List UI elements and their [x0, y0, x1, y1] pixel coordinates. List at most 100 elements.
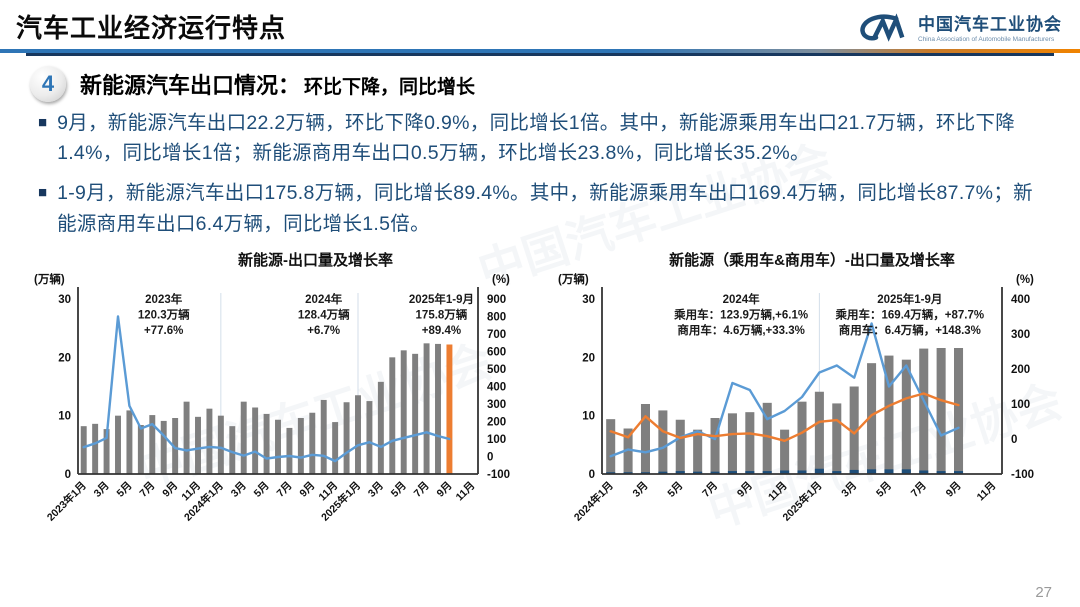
svg-text:300: 300	[487, 399, 506, 411]
bar	[137, 424, 144, 474]
bar	[80, 426, 87, 474]
svg-text:9月: 9月	[297, 480, 317, 500]
bar	[286, 427, 293, 474]
bar	[675, 470, 685, 474]
svg-text:7月: 7月	[412, 480, 432, 500]
svg-text:11月: 11月	[975, 480, 999, 504]
svg-text:800: 800	[487, 311, 506, 323]
org-name-cn: 中国汽车工业协会	[918, 15, 1062, 34]
bar	[658, 471, 668, 474]
svg-text:7月: 7月	[275, 480, 295, 500]
bullet-item-september: ■ 9月，新能源汽车出口22.2万辆，环比下降0.9%，同比增长1倍。其中，新能…	[38, 108, 1046, 168]
bar	[172, 417, 179, 474]
annotation-line: 2024年	[723, 292, 761, 306]
bar	[727, 470, 737, 474]
chart-title: 新能源-出口量及增长率	[238, 251, 393, 269]
bar	[867, 363, 877, 474]
bar	[884, 355, 894, 474]
bar	[640, 403, 650, 474]
svg-text:(%): (%)	[492, 274, 510, 286]
bullet-square-icon: ■	[38, 184, 48, 202]
svg-text:0: 0	[65, 469, 71, 481]
bar	[745, 470, 755, 474]
bar	[332, 421, 339, 474]
chart-nev-export-by-type: 新能源（乘用车&商用车）-出口量及增长率 0 10 20 30 400 300 200 100…	[550, 249, 1074, 549]
bar	[355, 395, 361, 474]
growth-line-0	[82, 315, 451, 463]
bar	[693, 429, 703, 474]
bar	[149, 414, 156, 474]
bar	[389, 357, 396, 474]
svg-text:3月: 3月	[631, 480, 651, 500]
svg-text:11月: 11月	[766, 480, 790, 504]
svg-text:3月: 3月	[366, 480, 386, 500]
bullet-square-icon: ■	[38, 114, 48, 131]
svg-text:20: 20	[58, 352, 71, 364]
svg-text:5月: 5月	[115, 480, 135, 500]
bar	[195, 416, 201, 474]
bar	[435, 343, 441, 474]
section-heading-main: 新能源汽车出口情况：	[80, 73, 301, 98]
svg-text:100: 100	[1011, 399, 1030, 411]
cm-logo-icon	[860, 12, 905, 42]
bar	[693, 471, 703, 474]
svg-text:7月: 7月	[700, 480, 720, 500]
annotation-line: 2025年1-9月	[877, 292, 942, 306]
bar	[92, 423, 99, 474]
annotation-line: 2023年	[145, 292, 183, 306]
bar	[423, 343, 430, 474]
bar	[446, 344, 453, 474]
content-panel: 4 新能源汽车出口情况： 环比下降，同比增长 ■ 9月，新能源汽车出口22.2万辆…	[26, 53, 1054, 549]
svg-text:9月: 9月	[160, 480, 180, 500]
header-divider	[0, 49, 1080, 53]
svg-text:200: 200	[487, 416, 506, 428]
bar	[240, 401, 247, 474]
bar	[832, 403, 842, 474]
page-title: 汽车工业经济运行特点	[16, 13, 287, 43]
svg-text:900: 900	[487, 294, 506, 306]
bar	[954, 347, 964, 474]
svg-text:5月: 5月	[389, 480, 409, 500]
bar	[780, 470, 790, 474]
growth-line-1	[609, 392, 960, 442]
bar	[183, 401, 190, 474]
org-logo: 中国汽车工业协会 China Association of Automobile…	[854, 10, 1062, 43]
org-name: 中国汽车工业协会 China Association of Automobile…	[918, 10, 1062, 43]
page-number: 27	[1035, 584, 1052, 601]
chart-nev-export-total: 新能源-出口量及增长率 0 10 20 30 900 800 700 600 500 400 300…	[26, 249, 550, 549]
bars-0	[80, 343, 453, 474]
bar	[849, 386, 859, 474]
svg-text:(万辆): (万辆)	[558, 272, 589, 286]
svg-text:700: 700	[487, 329, 506, 341]
bar	[675, 419, 685, 474]
bar	[309, 412, 316, 474]
bar	[762, 402, 772, 474]
bar	[884, 469, 894, 474]
annotation-line: 2024年	[305, 292, 343, 306]
bullet-text: 1-9月，新能源汽车出口175.8万辆，同比增长89.4%。其中，新能源乘用车出…	[57, 182, 1033, 235]
bar	[727, 413, 737, 474]
svg-text:9月: 9月	[735, 480, 755, 500]
bar	[832, 470, 842, 474]
bar	[658, 410, 668, 474]
svg-text:300: 300	[1011, 329, 1030, 341]
bar	[623, 428, 633, 474]
bar	[797, 401, 807, 474]
bar	[377, 381, 384, 474]
bar	[412, 353, 419, 474]
section-header: 4 新能源汽车出口情况： 环比下降，同比增长	[30, 66, 1054, 102]
growth-line-0	[609, 322, 960, 458]
bar	[954, 470, 964, 474]
bar	[710, 471, 720, 474]
bar	[797, 470, 807, 474]
annotation-line: 120.3万辆	[138, 307, 190, 321]
bar	[252, 407, 259, 474]
bar	[867, 469, 877, 474]
bar	[762, 470, 772, 474]
org-name-en: China Association of Automobile Manufact…	[918, 36, 1055, 43]
bullet-text: 9月，新能源汽车出口22.2万辆，环比下降0.9%，同比增长1倍。其中，新能源乘…	[57, 112, 1016, 165]
slide-header: 汽车工业经济运行特点 中国汽车工业协会 China Association of…	[0, 0, 1080, 49]
